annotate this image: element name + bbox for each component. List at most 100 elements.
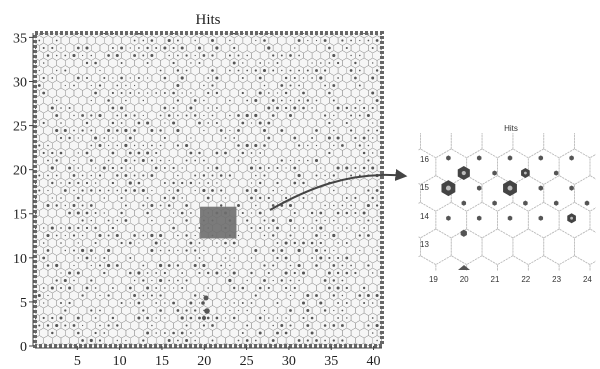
hit-dot bbox=[89, 338, 93, 343]
hit-dot bbox=[328, 121, 331, 125]
hit-dot bbox=[285, 196, 288, 200]
hit-dot bbox=[76, 76, 80, 80]
hit-dot bbox=[189, 301, 193, 305]
hit-dot bbox=[116, 339, 118, 342]
hit-dot bbox=[90, 114, 93, 117]
hit-dot bbox=[319, 256, 323, 260]
hit-dot bbox=[94, 91, 97, 95]
hit-dot bbox=[345, 166, 349, 170]
hit-dot bbox=[298, 69, 301, 72]
hit-dot bbox=[77, 167, 80, 169]
hit-dot bbox=[85, 61, 89, 65]
hit-dot bbox=[77, 242, 80, 244]
hit-dot bbox=[267, 33, 270, 34]
hit-dot bbox=[280, 99, 283, 102]
hit-dot bbox=[311, 77, 313, 79]
hit-dot bbox=[164, 122, 166, 124]
hit-dot bbox=[280, 279, 283, 282]
hit-dot bbox=[276, 62, 279, 64]
hit-dot bbox=[271, 249, 275, 252]
hit-dot bbox=[146, 316, 149, 320]
hit-dot bbox=[306, 324, 310, 327]
hit-dot bbox=[289, 324, 292, 327]
hit-dot bbox=[90, 129, 93, 132]
hit-dot bbox=[284, 76, 288, 80]
hit-dot bbox=[38, 39, 41, 42]
zoom-hit-center bbox=[461, 170, 466, 176]
zoom-hex-cell bbox=[466, 201, 498, 239]
hit-dot bbox=[336, 271, 340, 275]
hit-dot bbox=[297, 39, 301, 42]
hit-dot bbox=[302, 316, 305, 320]
hit-dot bbox=[384, 279, 387, 282]
hit-dot bbox=[297, 263, 301, 268]
hit-dot bbox=[47, 159, 49, 162]
zoom-hit-center bbox=[445, 185, 451, 191]
hit-dot bbox=[375, 69, 379, 72]
hit-dot bbox=[250, 226, 253, 230]
hit-dot bbox=[276, 242, 279, 244]
hit-dot bbox=[229, 99, 231, 102]
hit-dot bbox=[276, 106, 279, 110]
hit-dot bbox=[155, 151, 158, 155]
hit-dot bbox=[77, 331, 80, 335]
hit-dot bbox=[367, 264, 370, 267]
zoom-hex-cell bbox=[435, 201, 468, 239]
hit-dot bbox=[94, 167, 97, 169]
hit-dot bbox=[198, 151, 201, 155]
hit-dot bbox=[311, 107, 313, 109]
hit-dot bbox=[111, 287, 114, 289]
hit-dot bbox=[176, 264, 180, 267]
hit-dot bbox=[172, 107, 175, 109]
hit-dot bbox=[51, 46, 54, 50]
hit-dot bbox=[241, 302, 244, 304]
hit-dot bbox=[137, 121, 141, 125]
zoom-hex-cell bbox=[435, 148, 468, 185]
hit-dot bbox=[332, 84, 336, 87]
hit-dot bbox=[354, 106, 357, 110]
hit-dot bbox=[72, 234, 76, 237]
hit-dot bbox=[163, 46, 167, 50]
hit-dot bbox=[50, 286, 54, 290]
hit-dot bbox=[163, 136, 166, 140]
hit-dot bbox=[129, 271, 132, 275]
hit-dot bbox=[68, 211, 71, 215]
hit-dot bbox=[258, 76, 262, 80]
hit-dot bbox=[280, 159, 283, 162]
hit-dot bbox=[185, 309, 188, 312]
hit-dot bbox=[211, 324, 214, 327]
hit-dot bbox=[177, 279, 179, 282]
zoom-x-ticks: 19 20 21 22 23 24 bbox=[429, 275, 592, 284]
hit-dot bbox=[385, 220, 387, 222]
hit-dot bbox=[55, 263, 59, 268]
hit-dot bbox=[181, 181, 184, 185]
hit-dot bbox=[116, 174, 119, 177]
x-axis-ticks: 5 10 15 20 25 30 35 40 bbox=[74, 346, 381, 369]
hit-dot bbox=[385, 69, 387, 71]
hit-dot bbox=[268, 62, 270, 64]
hit-dot bbox=[215, 316, 219, 320]
hit-dot bbox=[202, 54, 206, 57]
hit-dot bbox=[294, 47, 296, 49]
zoom-hit-marker bbox=[446, 155, 451, 161]
hit-dot bbox=[94, 61, 97, 65]
hit-dot bbox=[42, 33, 45, 34]
zoom-hit-marker bbox=[553, 200, 559, 206]
hit-dot bbox=[47, 294, 49, 297]
hit-dot bbox=[315, 234, 318, 237]
hit-dot bbox=[320, 167, 322, 169]
hit-dot bbox=[116, 219, 119, 222]
hit-dot bbox=[128, 181, 132, 185]
hit-dot bbox=[125, 99, 127, 102]
hit-dot bbox=[203, 249, 205, 252]
hit-dot bbox=[193, 294, 197, 297]
hit-dot bbox=[245, 143, 249, 148]
main-map-title: Hits bbox=[195, 12, 220, 28]
hit-dot bbox=[324, 84, 327, 87]
zoom-hex-cell bbox=[418, 148, 437, 185]
hit-dot bbox=[336, 166, 340, 170]
hit-dot bbox=[63, 128, 67, 133]
y-axis-ticks: 0 5 10 15 20 25 30 35 bbox=[13, 31, 33, 355]
hit-dot bbox=[302, 106, 305, 110]
hit-dot bbox=[120, 46, 124, 50]
